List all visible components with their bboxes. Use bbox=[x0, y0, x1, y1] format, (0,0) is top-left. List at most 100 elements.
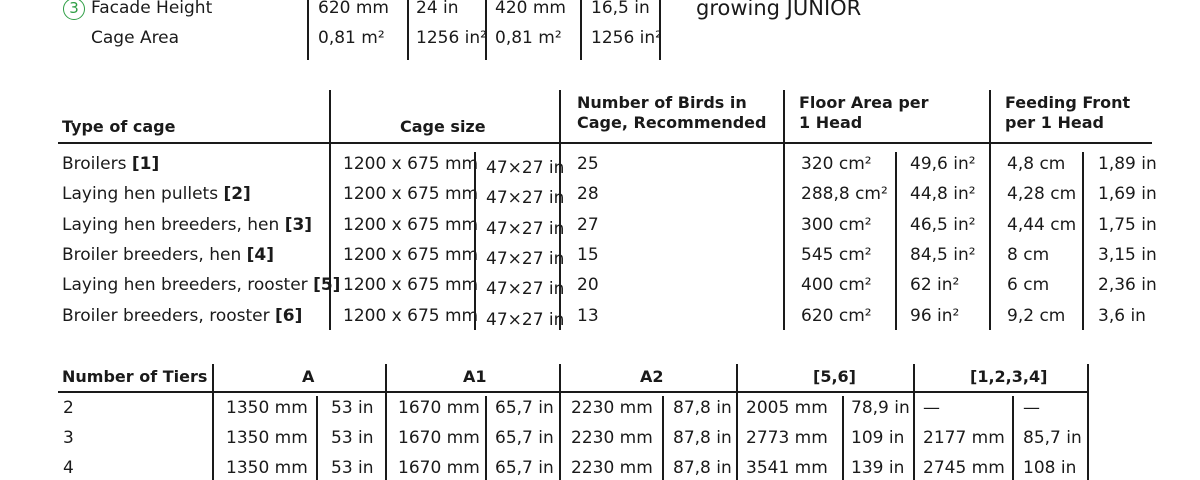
cage-type-ref: [4] bbox=[246, 244, 274, 265]
header-floor-line1: Floor Area per bbox=[799, 93, 929, 112]
tier-cell: 78,9 in bbox=[851, 398, 910, 418]
top-divider bbox=[407, 0, 409, 60]
tier-count: 3 bbox=[63, 428, 74, 448]
cage-type-label: Broilers bbox=[62, 154, 127, 174]
cage-type-cell: Broilers [1] bbox=[62, 154, 159, 174]
header-a: A bbox=[302, 367, 315, 386]
facade-height-v1: 620 mm bbox=[318, 0, 389, 18]
cage-area-label: Cage Area bbox=[91, 28, 180, 48]
cage-cell-birds: 20 bbox=[577, 275, 599, 296]
cage-col-divider bbox=[474, 152, 476, 330]
cage-col-divider bbox=[329, 90, 331, 330]
tier-col-divider bbox=[1087, 364, 1089, 480]
facade-height-label: Facade Height bbox=[91, 0, 213, 18]
tier-cell: 1670 mm bbox=[398, 428, 480, 448]
tier-col-divider bbox=[736, 364, 738, 480]
tier-header-rule bbox=[58, 391, 1088, 393]
header-floor-line2: 1 Head bbox=[799, 113, 863, 132]
cage-type-cell: Laying hen breeders, rooster [5] bbox=[62, 275, 340, 295]
top-divider bbox=[580, 0, 582, 60]
cage-cell-inch: 3,6 in bbox=[1098, 305, 1146, 326]
tier-cell: — bbox=[1023, 398, 1040, 418]
cage-cell-in: 47×27 in bbox=[486, 218, 565, 239]
cage-col-divider bbox=[895, 152, 897, 330]
cage-cell-in2: 84,5 in² bbox=[910, 244, 976, 265]
cage-type-label: Laying hen breeders, hen bbox=[62, 214, 280, 235]
cage-cell-inch: 2,36 in bbox=[1098, 275, 1157, 296]
tier-cell: 87,8 in bbox=[673, 398, 732, 418]
cage-cell-in2: 96 in² bbox=[910, 305, 960, 326]
tier-cell: 2745 mm bbox=[923, 458, 1005, 478]
cage-cell-cm: 6 cm bbox=[1007, 275, 1050, 296]
top-divider bbox=[659, 0, 661, 60]
tier-col-divider bbox=[316, 396, 318, 480]
header-feed-line2: per 1 Head bbox=[1005, 113, 1104, 132]
facade-height-v4: 16,5 in bbox=[591, 0, 650, 18]
tier-cell: 3541 mm bbox=[746, 458, 828, 478]
tier-cell: 85,7 in bbox=[1023, 428, 1082, 448]
tier-cell: 53 in bbox=[331, 428, 374, 448]
cage-type-cell: Broiler breeders, hen [4] bbox=[62, 245, 274, 265]
header-a1: A1 bbox=[463, 367, 487, 386]
cage-cell-birds: 25 bbox=[577, 154, 599, 174]
tier-cell: 65,7 in bbox=[495, 398, 554, 418]
tier-col-divider bbox=[913, 364, 915, 480]
cage-type-label: Broiler breeders, rooster bbox=[62, 305, 270, 326]
tier-cell: 1350 mm bbox=[226, 458, 308, 478]
cage-cell-mm: 1200 x 675 mm bbox=[343, 184, 479, 205]
cage-cell-cm2: 400 cm² bbox=[801, 275, 872, 296]
cage-cell-mm: 1200 x 675 mm bbox=[343, 154, 479, 174]
cage-cell-in2: 44,8 in² bbox=[910, 184, 976, 205]
cage-cell-mm: 1200 x 675 mm bbox=[343, 305, 479, 326]
cage-type-ref: [1] bbox=[131, 154, 160, 174]
tier-count: 2 bbox=[63, 398, 74, 418]
top-divider bbox=[307, 0, 309, 60]
tier-cell: 65,7 in bbox=[495, 458, 554, 478]
tier-cell: 139 in bbox=[851, 458, 905, 478]
tier-col-divider bbox=[385, 364, 387, 480]
tier-cell: 2230 mm bbox=[571, 428, 653, 448]
cage-cell-cm: 4,8 cm bbox=[1007, 154, 1066, 174]
cage-cell-cm: 4,44 cm bbox=[1007, 214, 1077, 235]
cage-cell-mm: 1200 x 675 mm bbox=[343, 244, 479, 265]
header-1-2-3-4: [1,2,3,4] bbox=[970, 367, 1048, 386]
tier-cell: 65,7 in bbox=[495, 428, 554, 448]
cage-cell-cm2: 320 cm² bbox=[801, 154, 872, 174]
cage-col-divider bbox=[1082, 152, 1084, 330]
cage-cell-in: 47×27 in bbox=[486, 158, 565, 178]
cage-area-v3: 0,81 m² bbox=[495, 28, 562, 48]
cage-cell-birds: 15 bbox=[577, 244, 599, 265]
cage-cell-in2: 46,5 in² bbox=[910, 214, 976, 235]
tier-cell: 87,8 in bbox=[673, 458, 732, 478]
header-a2: A2 bbox=[640, 367, 664, 386]
header-number-of-tiers: Number of Tiers bbox=[62, 367, 208, 386]
tier-col-divider bbox=[212, 364, 214, 480]
tier-col-divider bbox=[842, 396, 844, 480]
tier-cell: 1670 mm bbox=[398, 398, 480, 418]
cage-cell-cm: 9,2 cm bbox=[1007, 305, 1066, 326]
cage-cell-cm2: 300 cm² bbox=[801, 214, 872, 235]
tier-col-divider bbox=[559, 364, 561, 480]
cage-cell-in2: 62 in² bbox=[910, 275, 960, 296]
tier-col-divider bbox=[1012, 396, 1014, 480]
cage-type-label: Laying hen breeders, rooster bbox=[62, 275, 308, 296]
tier-cell: 2230 mm bbox=[571, 458, 653, 478]
cage-col-divider bbox=[559, 90, 561, 330]
tier-cell: 109 in bbox=[851, 428, 905, 448]
cage-cell-mm: 1200 x 675 mm bbox=[343, 275, 479, 296]
cage-cell-cm: 8 cm bbox=[1007, 244, 1050, 265]
cage-area-v4: 1256 in² bbox=[591, 28, 662, 48]
tier-count: 4 bbox=[63, 458, 74, 478]
step-number-badge: 3 bbox=[63, 0, 85, 20]
cage-type-label: Laying hen pullets bbox=[62, 184, 219, 205]
tier-col-divider bbox=[485, 396, 487, 480]
cage-area-v1: 0,81 m² bbox=[318, 28, 385, 48]
facade-height-v3: 420 mm bbox=[495, 0, 566, 18]
header-cage-size: Cage size bbox=[400, 117, 486, 136]
cage-cell-inch: 1,75 in bbox=[1098, 214, 1157, 235]
product-name: growing JUNIOR bbox=[696, 0, 862, 20]
tier-cell: — bbox=[923, 398, 940, 418]
facade-height-v2: 24 in bbox=[416, 0, 459, 18]
cage-cell-in: 47×27 in bbox=[486, 279, 565, 300]
tier-cell: 1350 mm bbox=[226, 428, 308, 448]
